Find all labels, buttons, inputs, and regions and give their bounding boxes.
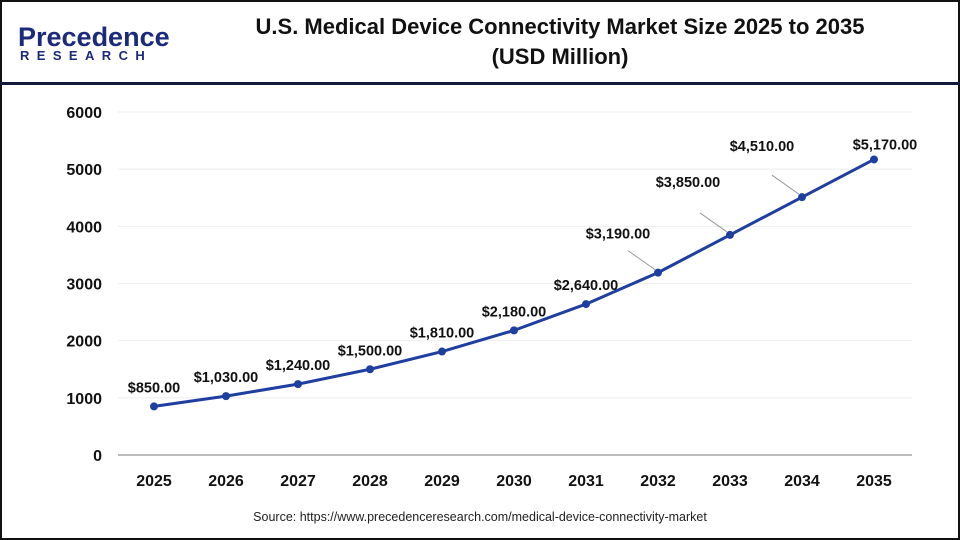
data-label: $2,180.00	[482, 304, 547, 320]
x-tick-label: 2031	[568, 473, 604, 490]
y-tick-label: 0	[93, 448, 102, 465]
data-label: $3,850.00	[656, 175, 721, 191]
data-label: $1,810.00	[410, 326, 475, 342]
chart-subtitle: (USD Million)	[491, 44, 629, 69]
y-tick-label: 6000	[66, 105, 102, 122]
data-point	[438, 347, 446, 356]
leader-line	[699, 212, 728, 233]
y-tick-label: 5000	[66, 162, 102, 179]
data-point	[222, 392, 230, 401]
chart-title-main: U.S. Medical Device Connectivity Market …	[255, 14, 865, 39]
x-tick-label: 2026	[208, 473, 244, 490]
y-tick-label: 4000	[66, 219, 102, 236]
data-point	[366, 365, 374, 374]
data-label: $1,030.00	[194, 370, 259, 386]
data-point	[510, 326, 518, 335]
data-point	[582, 300, 590, 309]
source-note: Source: https://www.precedenceresearch.c…	[253, 510, 707, 524]
data-point	[798, 193, 806, 202]
y-tick-label: 3000	[66, 277, 102, 294]
data-label: $850.00	[128, 380, 180, 396]
y-tick-label: 2000	[66, 334, 102, 351]
x-tick-label: 2033	[712, 473, 748, 490]
logo-subtext: RESEARCH	[20, 48, 153, 63]
data-point	[726, 230, 734, 239]
header-divider	[0, 82, 960, 85]
y-tick-label: 1000	[66, 391, 102, 408]
data-point	[654, 268, 662, 277]
data-point	[294, 380, 302, 389]
data-label: $3,190.00	[586, 227, 651, 243]
precedence-research-logo: Precedence RESEARCH	[18, 22, 170, 64]
data-label: $2,640.00	[554, 278, 619, 294]
logo-wordmark: Precedence	[18, 22, 170, 52]
x-tick-label: 2034	[784, 473, 820, 490]
data-label: $5,170.00	[853, 137, 918, 153]
leader-line	[627, 250, 656, 271]
chart-title: U.S. Medical Device Connectivity Market …	[190, 12, 930, 72]
leader-line	[771, 174, 800, 195]
data-point	[870, 155, 878, 164]
x-tick-label: 2025	[136, 473, 172, 490]
data-label: $4,510.00	[730, 139, 795, 155]
x-tick-label: 2027	[280, 473, 316, 490]
data-label: $1,500.00	[338, 343, 403, 359]
x-tick-label: 2035	[856, 473, 892, 490]
x-tick-label: 2029	[424, 473, 460, 490]
data-point	[150, 402, 158, 411]
series-line	[153, 158, 875, 408]
x-tick-label: 2030	[496, 473, 532, 490]
data-label: $1,240.00	[266, 358, 331, 374]
x-tick-label: 2032	[640, 473, 676, 490]
x-tick-label: 2028	[352, 473, 388, 490]
